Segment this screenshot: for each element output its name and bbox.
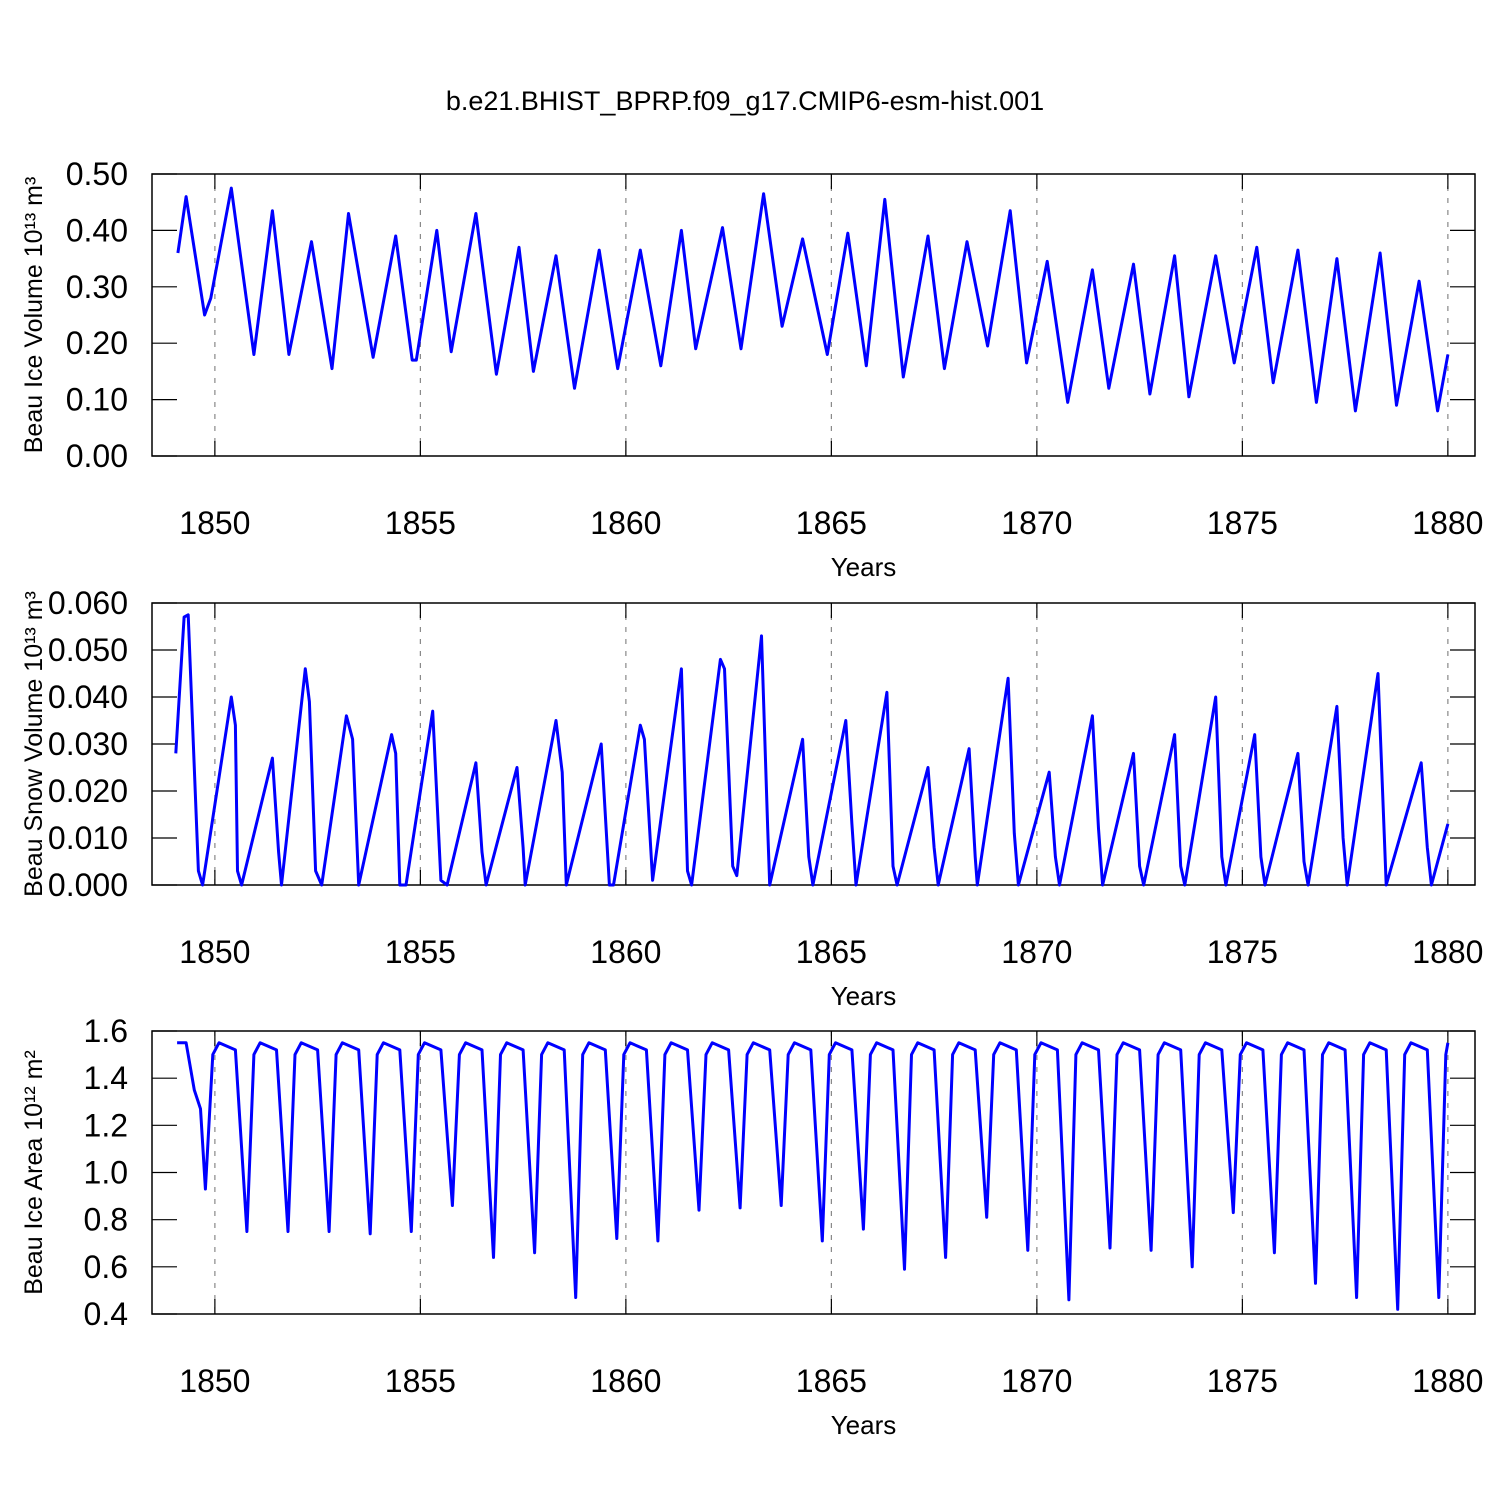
x-tick-label: 1870 <box>1001 1363 1072 1399</box>
x-tick-label: 1865 <box>796 934 867 970</box>
x-tick-label: 1870 <box>1001 505 1072 541</box>
y-tick-label: 0.050 <box>48 632 128 668</box>
y-tick-label: 0.040 <box>48 679 128 715</box>
x-tick-label: 1850 <box>179 505 250 541</box>
y-tick-label: 0.40 <box>66 212 128 248</box>
chart-title: b.e21.BHIST_BPRP.f09_g17.CMIP6-esm-hist.… <box>446 86 1044 116</box>
y-tick-label: 0.50 <box>66 156 128 192</box>
y-tick-label: 0.8 <box>84 1202 128 1238</box>
y-tick-label: 0.060 <box>48 585 128 621</box>
x-tick-label: 1855 <box>385 934 456 970</box>
x-tick-label: 1855 <box>385 505 456 541</box>
x-tick-label: 1855 <box>385 1363 456 1399</box>
x-axis-label: Years <box>831 981 897 1011</box>
x-tick-label: 1860 <box>590 1363 661 1399</box>
x-tick-label: 1870 <box>1001 934 1072 970</box>
x-tick-label: 1850 <box>179 1363 250 1399</box>
y-tick-label: 1.2 <box>84 1107 128 1143</box>
y-tick-label: 1.0 <box>84 1155 128 1191</box>
x-tick-label: 1875 <box>1207 1363 1278 1399</box>
y-tick-label: 0.000 <box>48 867 128 903</box>
data-line <box>174 613 1450 887</box>
y-tick-label: 1.4 <box>84 1060 128 1096</box>
plot-frame <box>151 173 1476 457</box>
x-tick-label: 1880 <box>1412 934 1483 970</box>
x-tick-label: 1865 <box>796 505 867 541</box>
plot-frame <box>151 1030 1476 1315</box>
data-line <box>176 186 1450 413</box>
y-tick-label: 0.6 <box>84 1249 128 1285</box>
y-tick-label: 0.010 <box>48 820 128 856</box>
y-tick-label: 0.030 <box>48 726 128 762</box>
y-tick-label: 0.020 <box>48 773 128 809</box>
x-tick-label: 1860 <box>590 505 661 541</box>
y-axis-label: Beau Snow Volume 10¹³ m³ <box>20 591 48 897</box>
x-axis-label: Years <box>831 552 897 582</box>
y-tick-label: 0.20 <box>66 325 128 361</box>
x-tick-label: 1865 <box>796 1363 867 1399</box>
x-tick-label: 1860 <box>590 934 661 970</box>
x-tick-label: 1875 <box>1207 505 1278 541</box>
y-tick-label: 0.10 <box>66 382 128 418</box>
y-tick-label: 1.6 <box>84 1013 128 1049</box>
y-tick-label: 0.30 <box>66 269 128 305</box>
x-tick-label: 1875 <box>1207 934 1278 970</box>
x-tick-label: 1880 <box>1412 1363 1483 1399</box>
data-line <box>177 1041 1450 1311</box>
y-tick-label: 0.00 <box>66 438 128 474</box>
y-axis-label: Beau Ice Volume 10¹³ m³ <box>20 177 48 454</box>
y-axis-label: Beau Ice Area 10¹² m² <box>20 1050 48 1295</box>
y-tick-label: 0.4 <box>84 1296 128 1332</box>
x-tick-label: 1880 <box>1412 505 1483 541</box>
x-tick-label: 1850 <box>179 934 250 970</box>
x-axis-label: Years <box>831 1410 897 1440</box>
